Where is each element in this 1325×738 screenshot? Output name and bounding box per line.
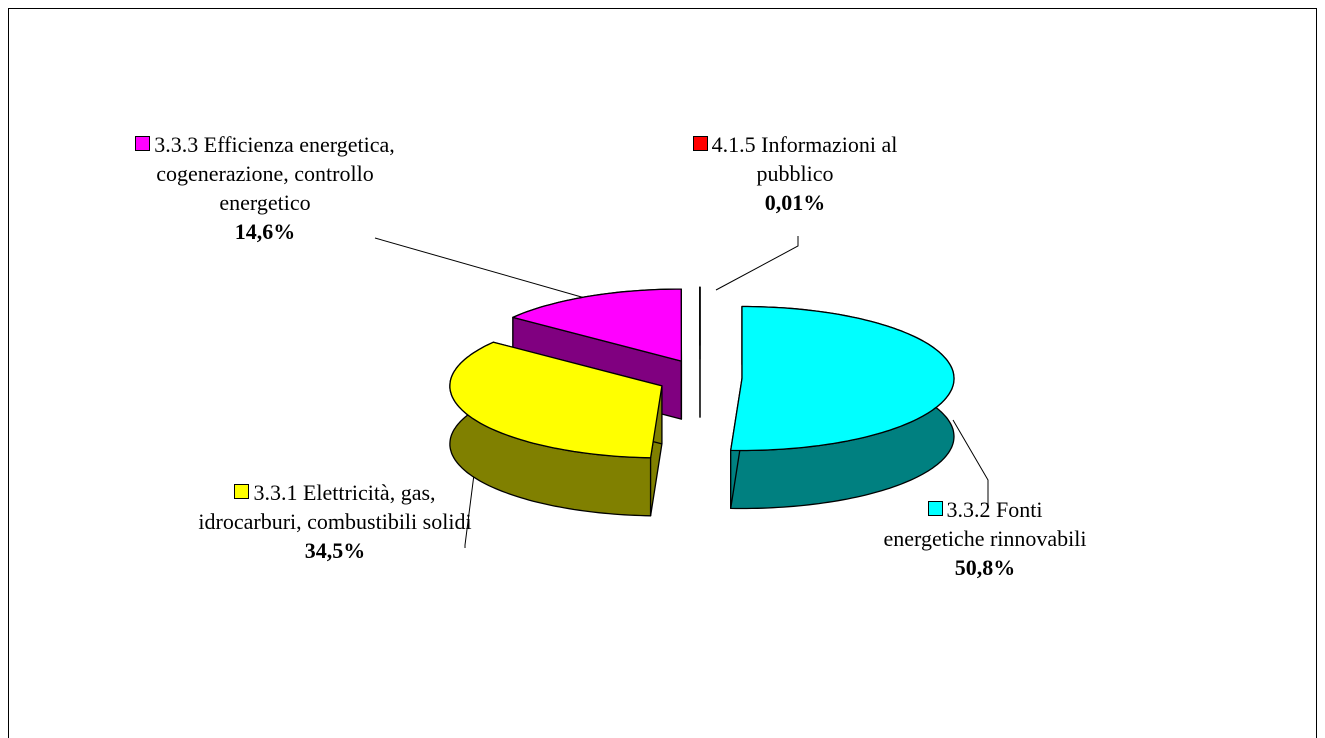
slice-name: 3.3.1 Elettricità, gas, idrocarburi, com… <box>198 480 472 534</box>
slice-label: 3.3.2 Fonti energetiche rinnovabili 50,8% <box>880 495 1090 582</box>
slice-label: 4.1.5 Informazioni al pubblico 0,01% <box>660 130 930 217</box>
slice-value: 50,8% <box>954 555 1016 580</box>
slice-name: 4.1.5 Informazioni al pubblico <box>711 132 898 186</box>
legend-swatch <box>135 136 151 151</box>
slice-top <box>512 288 683 362</box>
pie-slice <box>730 305 955 510</box>
slice-top <box>730 305 955 452</box>
slice-value: 34,5% <box>304 538 366 563</box>
slice-label: 3.3.1 Elettricità, gas, idrocarburi, com… <box>185 478 485 565</box>
leader-line <box>952 419 989 505</box>
leader-line <box>715 236 799 291</box>
leader-line <box>374 237 593 301</box>
slice-value: 0,01% <box>764 190 826 215</box>
slice-top <box>449 341 663 459</box>
slice-label: 3.3.3 Efficienza energetica, cogenerazio… <box>130 130 400 246</box>
legend-swatch <box>927 501 943 516</box>
pie-slice <box>449 341 663 517</box>
slice-value: 14,6% <box>234 219 296 244</box>
pie <box>449 286 955 517</box>
leader-lines <box>374 236 989 548</box>
chart-frame <box>8 8 1317 738</box>
slice-name: 3.3.2 Fonti energetiche rinnovabili <box>883 497 1087 551</box>
legend-swatch <box>234 484 250 499</box>
slice-name: 3.3.3 Efficienza energetica, cogenerazio… <box>154 132 395 215</box>
legend-swatch <box>692 136 708 151</box>
